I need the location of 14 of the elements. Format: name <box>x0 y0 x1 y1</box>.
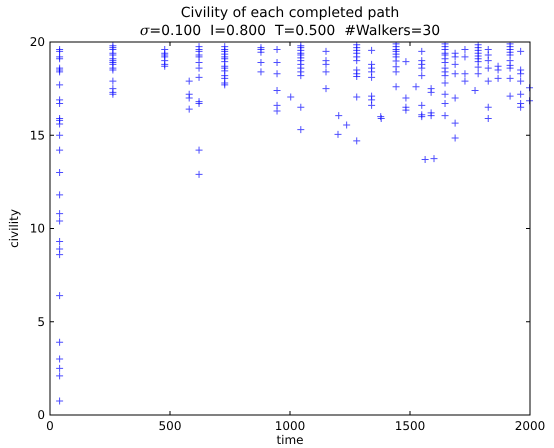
y-tick-label: 0 <box>37 408 45 422</box>
y-tick-label: 5 <box>37 314 45 329</box>
y-tick-label: 15 <box>30 128 45 142</box>
x-tick-label: 1500 <box>394 419 426 433</box>
chart-title: Civility of each completed path <box>180 5 400 21</box>
x-tick-label: 1000 <box>274 419 306 433</box>
x-tick-label: 2000 <box>514 419 546 433</box>
y-axis-title: civility <box>7 209 21 248</box>
x-tick-label: 0 <box>46 419 54 433</box>
y-tick-label: 10 <box>30 222 45 236</box>
x-tick-label: 500 <box>158 419 182 433</box>
chart-subtitle: σ=0.100 I=0.800 T=0.500 #Walkers=30 <box>140 23 440 39</box>
x-axis-title: time <box>276 433 304 447</box>
y-tick-label: 20 <box>30 35 45 49</box>
